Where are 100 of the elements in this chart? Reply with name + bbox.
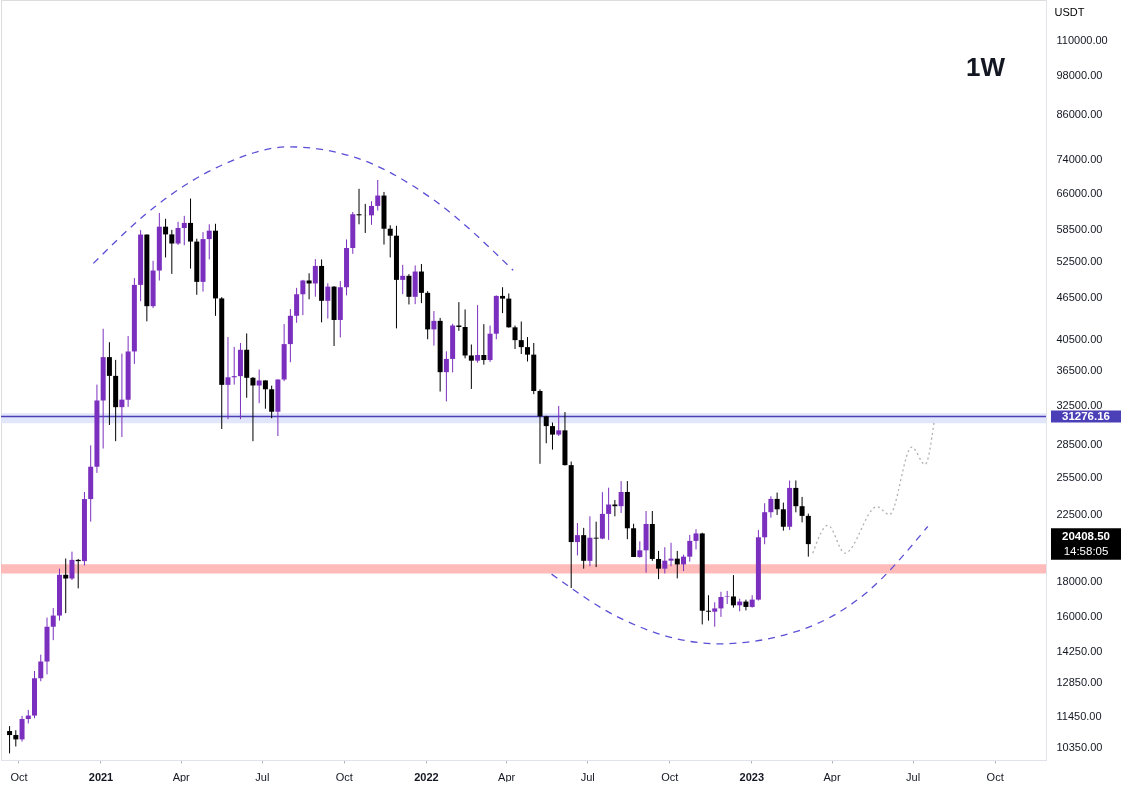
candlestick [518,321,524,355]
x-tick-label: 2021 [88,770,114,783]
y-tick-label: 18000.00 [1056,575,1103,588]
candlestick [38,654,44,682]
candlestick [512,325,518,350]
x-tick-label: Oct [335,770,353,783]
y-tick-label: 74000.00 [1056,152,1103,165]
y-axis-title: USDT [1054,5,1085,18]
y-tick-label: 25500.00 [1056,471,1103,484]
candlestick [443,350,449,402]
y-tick-label: 10350.00 [1056,740,1103,753]
candlestick [375,179,381,212]
line-series [92,146,514,272]
candlestick [163,218,169,258]
candlestick [549,422,555,451]
candlestick [587,515,593,567]
candlestick [63,558,69,614]
candlestick [175,221,181,246]
x-tick-label: 2023 [739,770,765,783]
candlestick [106,341,112,426]
candlestick [687,534,693,563]
candlestick [556,405,562,437]
candlestick [256,369,262,404]
x-tick-label: Apr [823,770,841,783]
candlestick [799,496,805,523]
y-tick-label: 14250.00 [1056,644,1103,657]
candlestick [188,198,194,270]
candlestick [19,715,25,743]
candlestick [250,376,256,442]
candlestick [543,415,549,444]
candlestick [206,223,212,260]
candlestick [294,287,300,324]
candlestick [262,379,268,410]
candlestick [431,310,437,347]
candlestick [743,599,749,611]
candlestick [574,522,580,556]
candlestick [50,607,56,641]
candlestick [656,550,662,580]
x-tick-label: Apr [172,770,191,783]
candlestick [468,343,474,390]
x-tick-label: Oct [10,770,28,783]
y-tick-label: 36500.00 [1056,363,1103,376]
candlestick [475,304,481,364]
candlestick [730,574,736,609]
ref-line-label: 31276.16 [1062,409,1110,422]
text: 20408.50 [1062,530,1110,543]
y-tick-label: 66000.00 [1056,186,1103,199]
annotation: 1W [966,52,1006,82]
candlestick [606,487,612,541]
candlestick [406,273,412,305]
candlestick [780,502,786,532]
candlestick [356,188,362,225]
candlestick [481,323,487,366]
candlestick [325,282,331,320]
candlestick [774,492,780,516]
line-series [812,421,935,554]
candlestick [593,521,599,568]
y-tick-label: 12850.00 [1056,675,1103,688]
candlestick [618,480,624,514]
x-tick-label: Oct [986,770,1004,783]
x-tick-label: Jul [580,770,595,783]
x-tick-label: Apr [498,770,516,783]
candlestick [418,263,424,304]
y-tick-label: 110000.00 [1056,34,1108,47]
candlestick [69,551,75,581]
candlestick [768,495,774,519]
candlestick [662,546,668,574]
candlestick [369,200,374,226]
y-tick-label: 40500.00 [1056,332,1103,345]
y-tick-label: 86000.00 [1056,107,1103,120]
candlestick [181,215,187,246]
candlestick [500,286,506,314]
y-tick-label: 22500.00 [1056,508,1103,521]
y-tick-label: 98000.00 [1056,68,1103,81]
text: 14:58:05 [1063,545,1109,558]
candlestick [724,590,730,605]
x-tick-label: Jul [906,770,921,783]
candlestick [387,224,393,258]
candlestick [269,385,275,419]
y-tick-label: 58500.00 [1056,222,1103,235]
x-tick-label: Jul [255,770,270,783]
y-tick-label: 52500.00 [1056,255,1103,268]
candlestick [400,264,406,295]
candlestick [793,479,799,513]
candlestick [7,725,13,754]
x-tick-label: Oct [661,770,679,783]
x-tick-label: 2022 [414,770,439,783]
y-tick-label: 32500.00 [1056,398,1103,411]
candlestick [668,542,674,567]
line-series [550,525,929,645]
candlestick [306,272,312,300]
candlestick [525,336,531,362]
y-tick-label: 11450.00 [1056,710,1102,723]
candlestick [119,353,125,438]
candlestick [456,301,462,332]
candlestick [718,591,724,618]
candlestick [712,601,718,628]
candlestick [705,594,711,622]
y-tick-label: 28500.00 [1056,437,1103,450]
candlestick [225,336,231,420]
